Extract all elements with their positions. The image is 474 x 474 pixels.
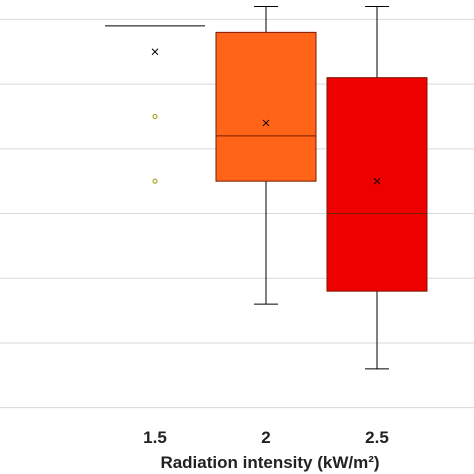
x-axis-title: Radiation intensity (kW/m²) (160, 453, 379, 472)
x-tick-label: 1.5 (143, 428, 167, 447)
box-iqr (326, 77, 428, 292)
box-group-2 (215, 5, 317, 305)
box-series (105, 5, 428, 370)
box-group-1-5 (105, 25, 205, 184)
x-tick-label: 2 (261, 428, 270, 447)
x-axis-ticks: 1.5 2 2.5 (143, 428, 389, 447)
box-group-2-5 (326, 5, 428, 370)
x-tick-label: 2.5 (365, 428, 389, 447)
outlier-point (152, 113, 158, 119)
mean-marker (151, 48, 159, 56)
mean-marker (262, 119, 270, 127)
mean-marker (373, 177, 381, 185)
box-iqr (215, 31, 317, 182)
outlier-point (152, 178, 158, 184)
